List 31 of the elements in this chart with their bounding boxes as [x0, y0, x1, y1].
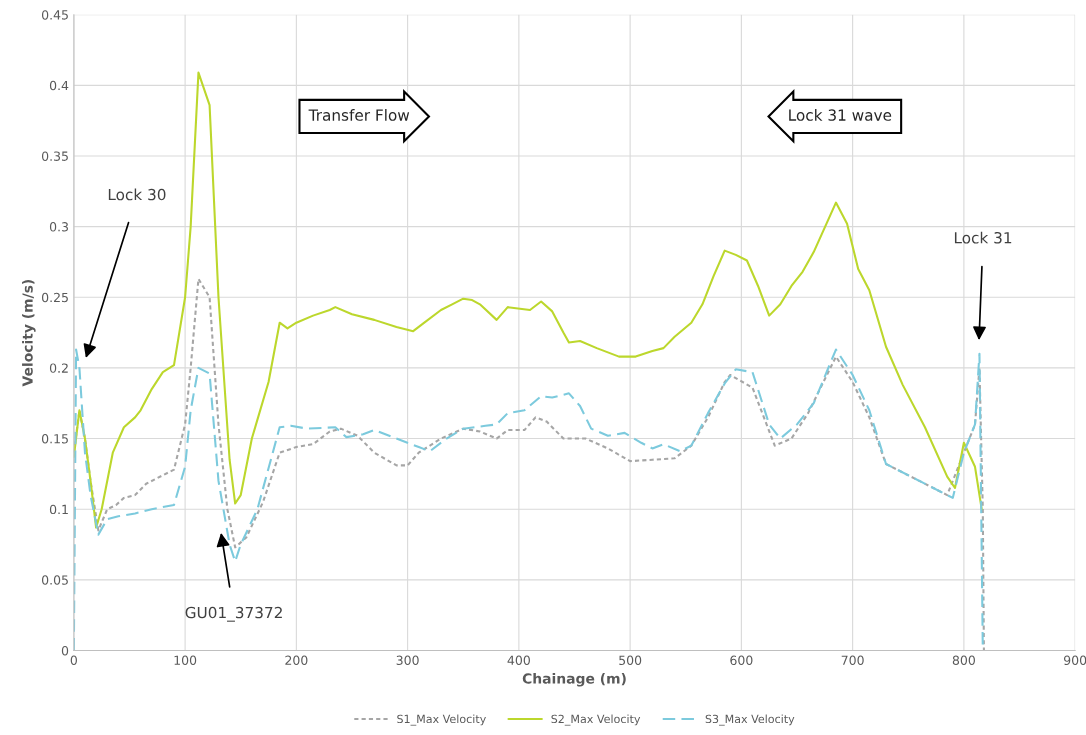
annotation: GU01_37372 [185, 606, 282, 622]
line-series [73, 348, 984, 651]
x-tick-label: 800 [952, 655, 975, 666]
y-tick-label: 0.05 [41, 575, 68, 585]
y-tick-label: 0.15 [41, 434, 68, 444]
y-tick-label: 0.1 [49, 504, 68, 515]
y-tick-label: 0 [61, 645, 69, 656]
x-tick-label: 700 [841, 655, 864, 666]
annotation: Transfer Flow [308, 109, 410, 121]
x-tick-label: 600 [730, 655, 753, 666]
y-tick-label: 0.3 [49, 222, 68, 232]
x-tick-label: 900 [1064, 655, 1086, 666]
legend-label: S2_Max Velocity [551, 714, 641, 726]
y-tick-label: 0.25 [41, 292, 68, 303]
x-tick-label: 0 [70, 655, 77, 666]
x-tick-label: 100 [174, 655, 197, 666]
legend-label: S3_Max Velocity [705, 714, 795, 726]
x-axis-title: Chainage (m) [522, 672, 626, 687]
y-tick-label: 0.4 [49, 80, 69, 91]
x-tick-label: 500 [619, 655, 642, 666]
annotation: Lock 31 [954, 231, 1012, 244]
y-axis-title: Velocity (m/s) [22, 279, 36, 387]
x-tick-label: 200 [285, 655, 308, 666]
y-tick-label: 0.35 [41, 151, 68, 161]
x-tick-label: 300 [396, 655, 419, 666]
x-tick-label: 400 [507, 655, 530, 666]
annotation: Lock 30 [108, 188, 166, 201]
legend-label: S1_Max Velocity [397, 714, 486, 726]
y-tick-label: 0.45 [41, 10, 68, 20]
annotation: Lock 31 wave [789, 109, 892, 121]
y-tick-label: 0.2 [49, 363, 68, 373]
